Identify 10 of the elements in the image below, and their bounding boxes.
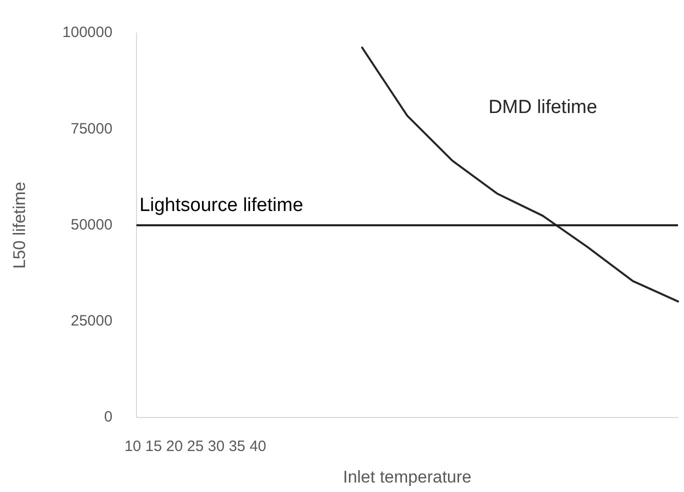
y-tick-label: 50000 [70,216,112,234]
y-tick-label: 0 [104,408,112,426]
ref-line-label: Lightsource lifetime [139,195,304,216]
y-tick-label: 100000 [62,24,112,42]
y-tick-label: 75000 [70,120,112,138]
x-axis-title: Inlet temperature [342,467,472,486]
text: DMD lifetime [488,96,598,118]
y-tick-label: 25000 [70,312,112,330]
y-axis-title: L50 lifetime [10,182,29,269]
text: 10 15 20 25 30 35 40 [124,438,266,456]
